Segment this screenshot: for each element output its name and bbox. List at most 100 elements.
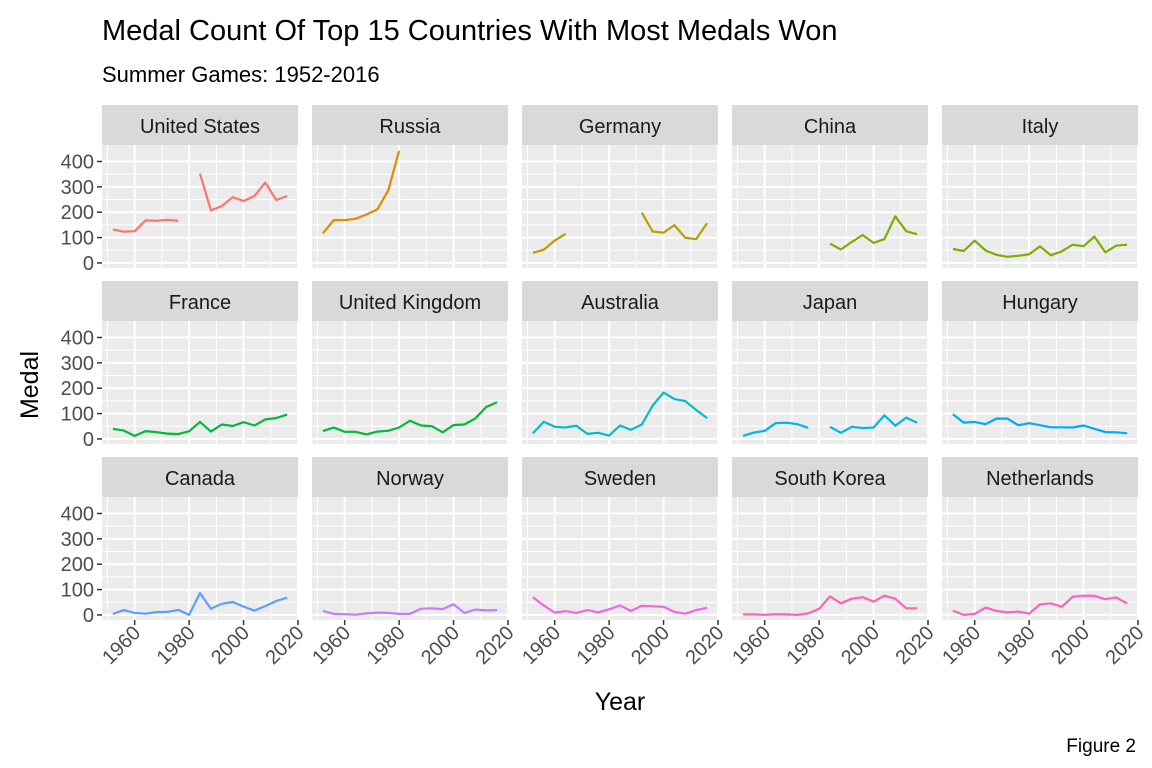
facet-strip-label: Japan	[803, 292, 858, 314]
facet-strip	[312, 281, 508, 321]
facet-united-states: United States 0 100 200 300 400	[61, 105, 299, 275]
series-line-united-states	[112, 173, 288, 233]
facet-japan: Japan	[732, 281, 929, 444]
facet-strip-label: Germany	[579, 116, 661, 138]
y-tick-label: 300	[61, 177, 94, 199]
y-tick-label: 200	[61, 378, 94, 400]
facet-strip	[102, 281, 298, 321]
x-tick-label: 2020	[892, 622, 939, 669]
x-tick-label: 1980	[153, 622, 200, 669]
facet-grid: United States 0 100 200 300 400 Russia Germany C…	[61, 105, 1149, 669]
panel-background	[522, 497, 718, 620]
facet-strip-label: Norway	[376, 468, 444, 490]
x-tick-label: 1960	[518, 622, 565, 669]
facet-strip	[522, 457, 718, 497]
series-line-australia	[532, 391, 708, 437]
x-tick-label: 2000	[207, 622, 254, 669]
facet-strip	[732, 281, 928, 321]
facet-strip-label: Australia	[581, 292, 660, 314]
x-tick-label: 2020	[1102, 622, 1149, 669]
x-tick-label: 1980	[363, 622, 410, 669]
x-tick-label: 2000	[627, 622, 674, 669]
facet-strip	[312, 105, 508, 145]
x-tick-label: 1980	[783, 622, 830, 669]
series-line-united-kingdom	[322, 401, 498, 436]
y-tick-label: 0	[83, 253, 94, 275]
facet-strip	[942, 105, 1138, 145]
panel-background	[732, 145, 928, 268]
facet-france: France 0 100 200 300 400	[61, 281, 299, 451]
x-tick-label: 1980	[573, 622, 620, 669]
facet-south-korea: South Korea 1960 1980 2000 2020	[728, 457, 939, 669]
y-tick-label: 400	[61, 327, 94, 349]
x-tick-label: 1960	[938, 622, 985, 669]
panel-background	[102, 321, 298, 444]
x-tick-label: 1980	[993, 622, 1040, 669]
panel-background	[102, 497, 298, 620]
series-line-sweden	[532, 596, 708, 615]
facet-strip-label: Russia	[379, 116, 441, 138]
facet-strip-label: Italy	[1022, 116, 1059, 138]
x-tick-label: 1960	[728, 622, 775, 669]
y-axis-label: Medal	[16, 351, 44, 419]
x-axis-label: Year	[595, 688, 646, 716]
y-tick-label: 100	[61, 228, 94, 250]
facet-strip	[522, 105, 718, 145]
panel-background	[312, 321, 508, 444]
series-line-south-korea	[742, 594, 918, 616]
facet-strip	[522, 281, 718, 321]
y-tick-label: 200	[61, 202, 94, 224]
x-tick-label: 2020	[472, 622, 519, 669]
x-tick-label: 2000	[417, 622, 464, 669]
x-tick-label: 2020	[262, 622, 309, 669]
facet-strip-label: Netherlands	[986, 468, 1094, 490]
y-tick-label: 100	[61, 404, 94, 426]
series-line-japan	[742, 414, 918, 437]
series-line-italy	[952, 235, 1128, 258]
facet-strip-label: China	[804, 116, 857, 138]
panel-background	[732, 321, 928, 444]
facet-strip-label: Hungary	[1002, 292, 1078, 314]
facet-china: China	[732, 105, 929, 268]
x-tick-label: 2020	[682, 622, 729, 669]
facet-strip	[732, 105, 928, 145]
series-line-germany	[532, 212, 709, 254]
x-tick-label: 2000	[837, 622, 884, 669]
series-line-canada	[112, 592, 288, 616]
facet-strip	[942, 281, 1138, 321]
facet-strip-label: Canada	[165, 468, 236, 490]
series-line-norway	[322, 603, 498, 616]
facet-united-kingdom: United Kingdom	[312, 281, 509, 444]
facet-strip-label: South Korea	[774, 468, 886, 490]
panel-background	[312, 497, 508, 620]
y-tick-label: 0	[83, 605, 94, 627]
facet-strip	[942, 457, 1138, 497]
facet-strip-label: United States	[140, 116, 260, 138]
y-tick-label: 100	[61, 580, 94, 602]
y-tick-label: 400	[61, 151, 94, 173]
x-tick-label: 2000	[1047, 622, 1094, 669]
y-tick-label: 300	[61, 353, 94, 375]
chart-title: Medal Count Of Top 15 Countries With Mos…	[102, 15, 838, 47]
y-tick-label: 200	[61, 554, 94, 576]
series-line-france	[112, 413, 288, 437]
facet-canada: Canada 0 100 200 300 400 1960 1980 2000 2020	[61, 457, 309, 669]
series-line-netherlands	[952, 594, 1128, 616]
panel-background	[312, 145, 508, 268]
facet-strip	[102, 457, 298, 497]
chart-subtitle: Summer Games: 1952-2016	[102, 62, 380, 87]
facet-italy: Italy	[942, 105, 1139, 268]
facet-netherlands: Netherlands 1960 1980 2000 2020	[938, 457, 1149, 669]
series-line-hungary	[952, 413, 1128, 435]
panel-background	[522, 145, 718, 268]
facet-strip-label: Sweden	[584, 468, 656, 490]
y-tick-label: 300	[61, 529, 94, 551]
facet-strip-label: France	[169, 292, 231, 314]
facet-strip	[312, 457, 508, 497]
panel-background	[102, 145, 298, 268]
x-tick-label: 1960	[308, 622, 355, 669]
x-tick-label: 1960	[98, 622, 145, 669]
facet-strip	[732, 457, 928, 497]
y-tick-label: 0	[83, 429, 94, 451]
